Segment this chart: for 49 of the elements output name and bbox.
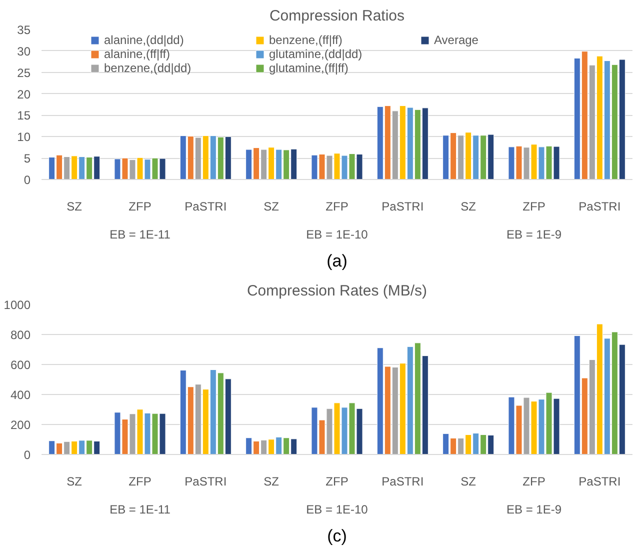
x-tick-label: SZ <box>460 200 476 214</box>
x-tick-label: ZFP <box>128 200 152 214</box>
text: EB = 1E-10 <box>306 502 368 516</box>
y-tick-label: 25 <box>17 66 31 80</box>
legend-label: alanine,(ff|ff) <box>104 47 172 61</box>
x-tick-label: SZ <box>66 474 82 488</box>
y-tick-label: 600 <box>10 358 31 372</box>
x-tick-label: ZFP <box>522 474 546 488</box>
x-tick-label: PaSTRI <box>578 474 621 488</box>
y-tick-label: 15 <box>17 108 31 123</box>
legend-label: glutamine,(dd|dd) <box>269 47 364 61</box>
x-tick-label: PaSTRI <box>382 474 424 488</box>
text: EB = 1E-10 <box>306 228 368 242</box>
x-tick-label: PaSTRI <box>578 200 621 214</box>
x-tick-label: ZFP <box>326 200 348 214</box>
text: EB = 1E-11 <box>110 228 171 242</box>
x-tick-label: SZ <box>66 200 82 214</box>
y-tick-label: 5 <box>24 152 31 166</box>
y-tick-label: 30 <box>17 44 31 58</box>
y-tick-label: 20 <box>17 87 31 102</box>
text: (a) <box>326 252 348 270</box>
y-tick-label: 0 <box>24 173 31 187</box>
x-tick-label: ZFP <box>522 200 546 214</box>
chart-title: Compression Ratios <box>269 8 405 24</box>
y-tick-label: 0 <box>24 448 31 462</box>
x-tick-label: SZ <box>264 200 280 214</box>
legend-label: benzene,(dd|dd) <box>104 61 192 75</box>
legend-label: Average <box>434 33 480 47</box>
x-tick-label: SZ <box>460 474 476 488</box>
x-tick-label: SZ <box>264 474 280 488</box>
y-tick-label: 800 <box>10 328 31 342</box>
text: EB = 1E-9 <box>506 502 562 516</box>
legend-label: glutamine,(ff|ff) <box>269 61 350 75</box>
legend-label: benzene,(ff|ff) <box>269 33 344 47</box>
x-tick-label: PaSTRI <box>184 200 227 214</box>
text: (c) <box>327 526 347 546</box>
x-tick-label: PaSTRI <box>382 200 424 214</box>
y-tick-label: 400 <box>10 388 31 402</box>
y-tick-label: 200 <box>10 418 31 432</box>
text: EB = 1E-9 <box>506 228 562 242</box>
x-tick-label: PaSTRI <box>184 474 227 488</box>
legend-label: alanine,(dd|dd) <box>104 33 185 47</box>
x-tick-label: ZFP <box>128 474 152 488</box>
y-tick-label: 10 <box>17 130 31 144</box>
text: EB = 1E-11 <box>110 502 171 516</box>
x-tick-label: ZFP <box>326 474 348 488</box>
chart-title: Compression Rates (MB/s) <box>246 282 428 300</box>
y-tick-label: 35 <box>17 23 31 37</box>
y-tick-label: 1000 <box>4 298 31 312</box>
